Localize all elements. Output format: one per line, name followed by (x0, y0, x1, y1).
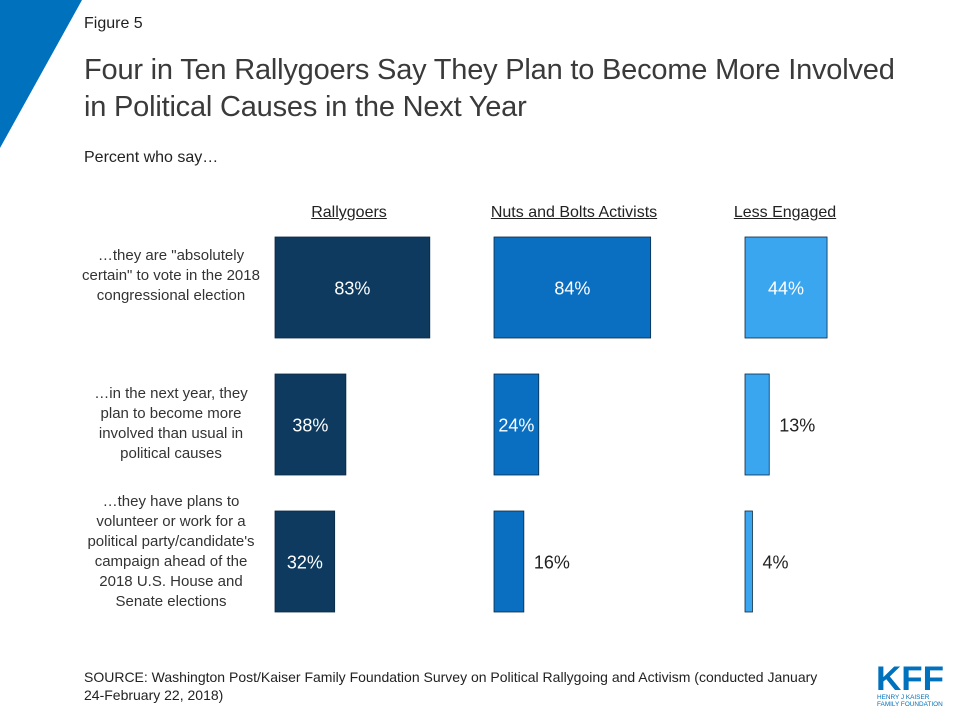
kff-logo: KFF HENRY J KAISER FAMILY FOUNDATION (876, 660, 944, 708)
bar-rallygoers-row-1 (274, 236, 431, 339)
svg-text:KFF: KFF (876, 660, 944, 698)
bar-rallygoers-row-2 (274, 373, 347, 476)
value-label-nuts-and-bolts-row-1: 84% (554, 279, 590, 299)
value-label-rallygoers-row-3: 32% (287, 553, 323, 573)
value-label-rallygoers-row-1: 83% (334, 279, 370, 299)
bar-nuts-and-bolts-row-3 (493, 510, 525, 613)
bar-nuts-and-bolts-row-2 (493, 373, 540, 476)
bar-less-engaged-row-3 (744, 510, 753, 613)
value-label-nuts-and-bolts-row-3: 16% (534, 553, 570, 573)
row-label-vote: …they are "absolutely certain" to vote i… (82, 247, 260, 304)
bar-less-engaged-row-1 (744, 236, 828, 339)
value-label-less-engaged-row-3: 4% (762, 553, 788, 573)
corner-accent-triangle (0, 0, 82, 148)
row-label-volunteer: …they have plans to volunteer or work fo… (87, 493, 255, 610)
source-note: SOURCE: Washington Post/Kaiser Family Fo… (84, 669, 818, 703)
bar-nuts-and-bolts-row-1 (493, 236, 652, 339)
series-header-rallygoers: Rallygoers (311, 204, 387, 221)
series-header-nuts-and-bolts: Nuts and Bolts Activists (490, 204, 658, 221)
value-label-nuts-and-bolts-row-2: 24% (498, 416, 534, 436)
chart-subtitle: Percent who say… (84, 149, 219, 166)
svg-text:FAMILY FOUNDATION: FAMILY FOUNDATION (877, 701, 943, 708)
row-label-involved: …in the next year, they plan to become m… (94, 385, 248, 462)
svg-text:HENRY J KAISER: HENRY J KAISER (877, 694, 930, 701)
series-header-less-engaged: Less Engaged (733, 204, 837, 221)
value-label-less-engaged-row-2: 13% (779, 416, 815, 436)
value-label-rallygoers-row-2: 38% (292, 416, 328, 436)
bar-rallygoers-row-3 (274, 510, 336, 613)
value-label-less-engaged-row-1: 44% (768, 279, 804, 299)
chart-title: Four in Ten Rallygoers Say They Plan to … (84, 54, 895, 123)
bar-less-engaged-row-2 (744, 373, 770, 476)
figure-label: Figure 5 (84, 15, 143, 32)
